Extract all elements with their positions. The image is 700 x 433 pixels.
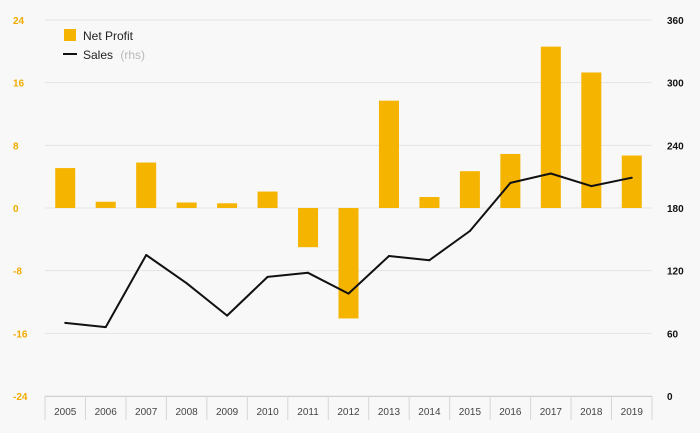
- x-tick-label: 2016: [499, 407, 522, 418]
- right-axis-ticks: 360 300 240 180 120 60 0: [667, 16, 684, 403]
- y-right-tick-label: 60: [667, 329, 679, 340]
- y-right-tick-label: 0: [667, 392, 673, 403]
- x-tick-label: 2006: [95, 407, 118, 418]
- y-right-tick-label: 180: [667, 204, 684, 215]
- bar-net-profit-2006: [95, 201, 116, 208]
- bar-net-profit-2016: [500, 153, 521, 208]
- bar-net-profit-2011: [298, 208, 319, 248]
- x-tick-label: 2008: [176, 407, 199, 418]
- y-left-tick-label: -24: [13, 392, 28, 403]
- left-axis-ticks: 24 16 8 0 -8 -16 -24: [13, 16, 28, 403]
- bar-net-profit-2010: [257, 191, 278, 208]
- bar-net-profit-2009: [217, 203, 238, 208]
- x-tick-label: 2011: [297, 407, 319, 418]
- bar-net-profit-2014: [419, 197, 440, 208]
- x-tick-label: 2018: [580, 407, 603, 418]
- point-sales-2012: [347, 292, 350, 295]
- x-tick-label: 2017: [540, 407, 563, 418]
- bar-net-profit-2019: [621, 155, 642, 208]
- point-sales-2008: [185, 282, 188, 285]
- bar-net-profit-2005: [55, 168, 76, 208]
- y-left-tick-label: 16: [13, 79, 25, 90]
- x-tick-label: 2013: [378, 407, 401, 418]
- x-tick-label: 2014: [418, 407, 441, 418]
- y-right-tick-label: 240: [667, 141, 684, 152]
- x-axis: 2005 2006 2007 2008 2009 2010 2011 2012 2013 2014…: [44, 396, 653, 420]
- x-tick-label: 2010: [256, 407, 279, 418]
- bar-net-profit-2012: [338, 208, 359, 319]
- y-left-tick-label: -16: [13, 329, 28, 340]
- point-sales-2009: [226, 314, 229, 317]
- y-left-tick-label: -8: [13, 267, 22, 278]
- point-sales-2007: [145, 254, 148, 256]
- point-sales-2017: [549, 172, 552, 175]
- legend: Net Profit Sales (rhs): [63, 29, 145, 62]
- x-tick-label: 2009: [216, 407, 239, 418]
- point-sales-2013: [387, 255, 390, 258]
- legend-label-sales-suffix: (rhs): [120, 48, 145, 62]
- legend-label-net-profit: Net Profit: [83, 29, 134, 43]
- bar-net-profit-2017: [540, 46, 561, 209]
- x-tick-label: 2019: [621, 407, 644, 418]
- point-sales-2006: [104, 326, 107, 329]
- y-right-tick-label: 300: [667, 79, 684, 90]
- bar-net-profit-2007: [136, 162, 157, 208]
- y-left-tick-label: 24: [13, 16, 25, 27]
- x-tick-label: 2005: [54, 407, 77, 418]
- bar-net-profit-2008: [176, 202, 197, 208]
- legend-label-sales: Sales (rhs): [83, 48, 145, 62]
- bar-net-profit-2018: [581, 72, 602, 208]
- x-tick-label: 2015: [459, 407, 482, 418]
- legend-label-sales-name: Sales: [83, 48, 113, 62]
- x-tick-label: 2007: [135, 407, 158, 418]
- y-right-tick-label: 120: [667, 267, 684, 278]
- point-sales-2014: [428, 259, 431, 262]
- y-left-tick-label: 0: [13, 204, 19, 215]
- point-sales-2010: [266, 275, 269, 278]
- y-left-tick-label: 8: [13, 141, 19, 152]
- point-sales-2015: [468, 229, 471, 232]
- point-sales-2019: [630, 176, 633, 179]
- point-sales-2011: [307, 271, 310, 274]
- point-sales-2005: [64, 321, 67, 324]
- line-series-sales: [64, 172, 633, 329]
- bar-net-profit-2015: [459, 171, 480, 208]
- x-tick-label: 2012: [337, 407, 360, 418]
- point-sales-2016: [509, 181, 512, 184]
- legend-swatch-net-profit: [64, 29, 76, 41]
- point-sales-2018: [590, 185, 593, 188]
- bar-series-net-profit: [55, 46, 642, 319]
- y-right-tick-label: 360: [667, 16, 684, 27]
- bar-net-profit-2013: [378, 100, 399, 208]
